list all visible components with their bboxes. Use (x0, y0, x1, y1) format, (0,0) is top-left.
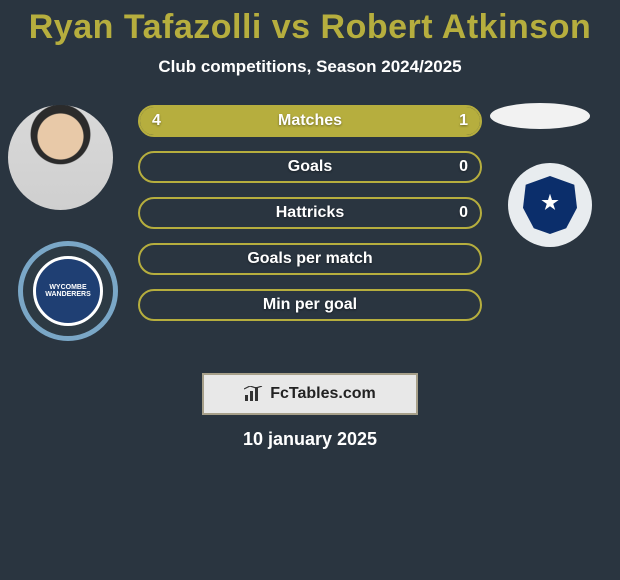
stat-value-right: 1 (459, 112, 468, 130)
stat-value-right: 0 (459, 204, 468, 222)
stat-label: Matches (278, 112, 342, 130)
stat-value-right: 0 (459, 158, 468, 176)
date: 10 january 2025 (0, 429, 620, 450)
stat-row: 0 Hattricks (138, 197, 482, 229)
stat-rows: 4 1 Matches 0 Goals 0 Hattricks Goals per match… (138, 105, 482, 335)
stat-label: Goals (288, 158, 332, 176)
stat-value-left: 4 (152, 112, 161, 130)
comparison-area: WYCOMBE WANDERERS 4 1 Matches 0 Goals 0 Hattri… (0, 105, 620, 365)
wycombe-badge-icon: WYCOMBE WANDERERS (33, 256, 103, 326)
player-right-club-badge (508, 163, 592, 247)
stat-row: Goals per match (138, 243, 482, 275)
page-title: Ryan Tafazolli vs Robert Atkinson (0, 0, 620, 47)
brand-box: FcTables.com (202, 373, 418, 415)
stat-label: Goals per match (247, 250, 372, 268)
stat-label: Hattricks (276, 204, 344, 222)
stat-row: Min per goal (138, 289, 482, 321)
player-left-photo (8, 105, 113, 210)
portsmouth-badge-icon (523, 176, 577, 234)
player-left-club-badge: WYCOMBE WANDERERS (18, 241, 118, 341)
player-right-photo-placeholder (490, 103, 590, 129)
stat-fill-right (412, 107, 480, 135)
club-badge-label: WYCOMBE WANDERERS (36, 284, 100, 298)
stat-fill-left (140, 107, 412, 135)
stat-label: Min per goal (263, 296, 357, 314)
bar-chart-icon (244, 386, 264, 402)
stat-row: 4 1 Matches (138, 105, 482, 137)
subtitle: Club competitions, Season 2024/2025 (0, 57, 620, 77)
stat-row: 0 Goals (138, 151, 482, 183)
brand-text: FcTables.com (270, 385, 376, 403)
